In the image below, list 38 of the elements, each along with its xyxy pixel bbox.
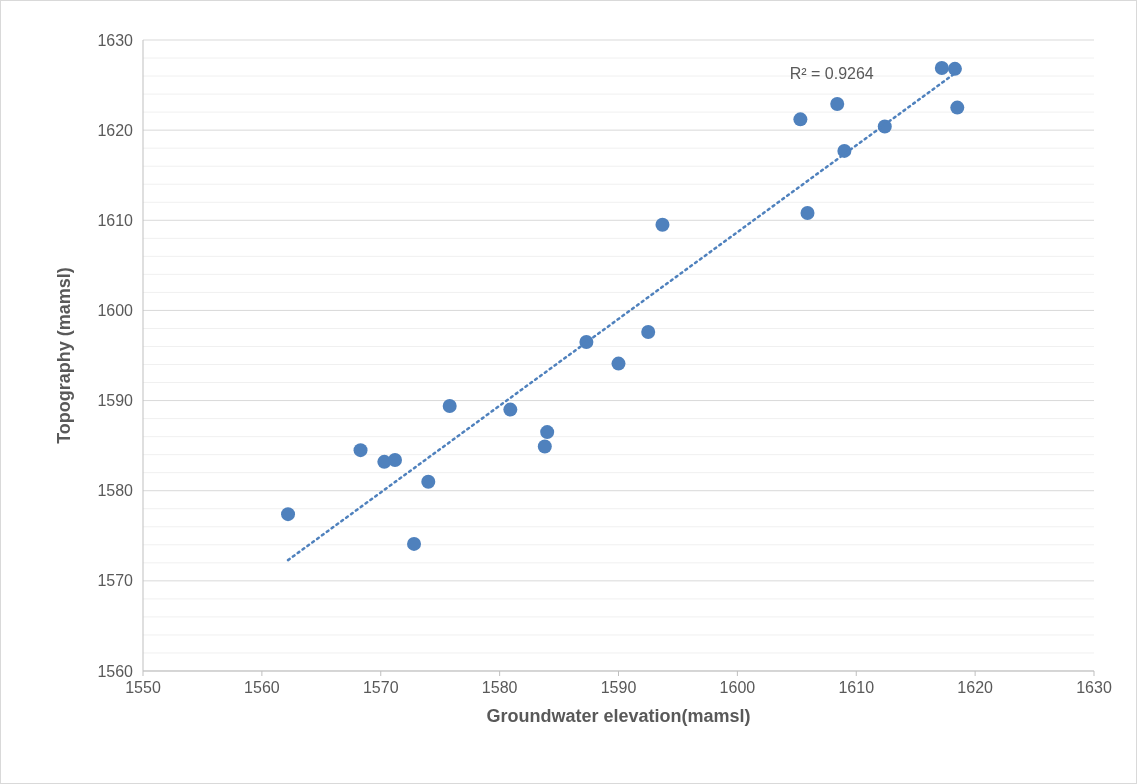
point (442, 398, 457, 413)
x-tick-label: 1620 (957, 679, 994, 696)
y-tick-label: 1590 (97, 392, 134, 410)
x-tick-label: 1560 (244, 679, 280, 696)
x-tick-label: 1590 (600, 679, 637, 696)
point (793, 112, 808, 127)
x-tick-label: 1630 (1076, 679, 1112, 696)
point (800, 206, 815, 221)
y-axis-title: Topography (mamsl) (54, 267, 74, 444)
y-tick-label: 1620 (97, 121, 134, 139)
y-tick-label: 1560 (97, 662, 134, 680)
x-tick-label: 1600 (719, 679, 756, 696)
point (950, 100, 965, 115)
x-tick-label: 1610 (838, 679, 875, 696)
point (503, 402, 518, 417)
y-tick-label: 1600 (97, 302, 134, 320)
point (934, 60, 949, 75)
y-tick-label: 1580 (97, 482, 134, 500)
y-tick-label: 1610 (97, 211, 134, 229)
y-tick-label: 1570 (97, 572, 134, 590)
x-axis-title: Groundwater elevation(mamsl) (486, 706, 751, 726)
point (407, 536, 422, 551)
annotation: R² = 0.9264 (789, 65, 874, 82)
point (537, 439, 552, 454)
x-tick-label: 1570 (362, 679, 399, 696)
x-tick-label: 1550 (125, 679, 161, 696)
point (421, 474, 436, 489)
point (611, 356, 626, 371)
x-tick-label: 1580 (481, 679, 518, 696)
point (388, 453, 403, 468)
point (281, 507, 296, 522)
point (830, 97, 845, 111)
point (353, 443, 368, 458)
point (641, 325, 656, 340)
y-tick-label: 1630 (97, 31, 134, 49)
point (947, 61, 962, 76)
point (540, 425, 555, 440)
point (655, 217, 670, 232)
